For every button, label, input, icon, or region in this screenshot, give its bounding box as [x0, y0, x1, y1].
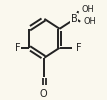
- Text: O: O: [39, 89, 47, 99]
- Text: F: F: [15, 43, 21, 53]
- Text: OH: OH: [82, 4, 94, 14]
- Text: B: B: [71, 14, 77, 24]
- Text: F: F: [76, 43, 81, 53]
- Text: OH: OH: [83, 17, 96, 26]
